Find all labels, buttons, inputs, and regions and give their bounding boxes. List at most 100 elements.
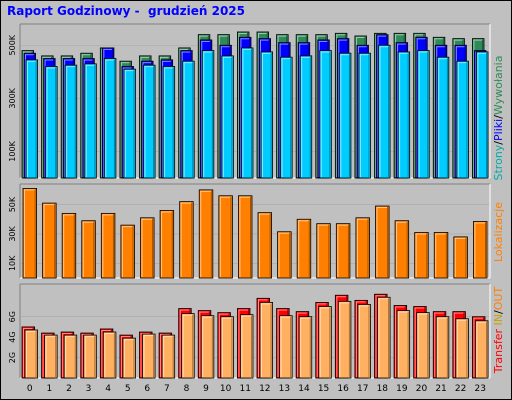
x-tick-label-8: 8 [184, 384, 190, 394]
y-tick-label-top-2: 500K [8, 34, 17, 55]
bar-pages-13 [280, 56, 293, 179]
bar-visits-9-face [198, 189, 214, 279]
bar-kbytes_in-16-face [337, 300, 352, 379]
bar-kbytes_in-7-face [161, 334, 176, 379]
plot-area-bottom [20, 284, 490, 378]
bar-pages-21 [436, 56, 450, 179]
bar-pages-21-face [436, 56, 450, 179]
bar-pages-13-face [280, 56, 293, 179]
bar-visits-2-face [61, 212, 77, 279]
bar-visits-4-face [100, 212, 116, 279]
bar-visits-5 [120, 224, 135, 279]
y-tick-label-middle-0: 10K [8, 255, 17, 271]
bar-pages-12 [260, 51, 273, 179]
bar-kbytes_in-12 [259, 301, 273, 379]
bar-visits-15-face [316, 223, 331, 279]
bar-pages-12-face [260, 51, 273, 179]
bar-visits-10 [218, 195, 233, 279]
bar-visits-20 [414, 232, 429, 279]
bar-kbytes_in-5 [122, 337, 136, 379]
bar-visits-19-face [394, 220, 410, 279]
bar-pages-23 [476, 51, 489, 179]
x-tick-label-11: 11 [239, 384, 250, 394]
y-tick-label-top-0: 100K [8, 140, 17, 161]
x-tick-label-1: 1 [47, 384, 53, 394]
bar-kbytes_in-22 [455, 318, 469, 379]
y-tick-label-top-1: 300K [8, 87, 17, 108]
bar-pages-0 [25, 59, 38, 179]
x-tick-label-5: 5 [125, 384, 131, 394]
bar-kbytes_in-19 [396, 310, 411, 379]
bar-pages-11 [241, 47, 254, 179]
side-label-top-part-4: Wywołania [492, 56, 505, 116]
bar-visits-10-face [218, 195, 233, 279]
bar-pages-3 [84, 63, 97, 179]
bar-pages-7-face [162, 66, 176, 179]
bar-kbytes_in-13-face [279, 315, 293, 379]
bar-kbytes_in-5-face [122, 337, 136, 379]
plot-area-top [20, 24, 490, 178]
bar-kbytes_in-18 [377, 296, 391, 379]
bar-visits-22-face [453, 236, 468, 279]
bar-visits-21 [433, 232, 449, 279]
bar-pages-0-face [25, 59, 38, 179]
bar-kbytes_in-11 [240, 314, 254, 379]
bar-visits-14 [296, 218, 312, 279]
bar-visits-12-face [257, 212, 272, 279]
bar-pages-6-face [143, 64, 156, 179]
bar-visits-7-face [159, 210, 175, 279]
bar-kbytes_in-21 [435, 316, 450, 379]
bar-pages-18 [378, 44, 391, 179]
bar-pages-18-face [378, 44, 391, 179]
x-tick-label-15: 15 [318, 384, 329, 394]
bar-kbytes_in-18-face [377, 296, 391, 379]
bar-pages-23-face [476, 51, 489, 179]
bar-visits-23 [473, 221, 488, 279]
bar-pages-16 [338, 52, 352, 179]
bar-pages-20-face [417, 50, 430, 179]
bar-kbytes_in-6-face [142, 333, 156, 379]
bar-visits-6 [140, 217, 155, 279]
bar-pages-10 [221, 55, 234, 179]
bar-visits-4 [100, 212, 116, 279]
bar-kbytes_in-10 [220, 316, 234, 379]
bar-pages-1 [45, 66, 58, 179]
side-label-top-part-1: / [492, 141, 505, 145]
bar-kbytes_in-9-face [200, 315, 215, 379]
x-tick-label-22: 22 [455, 384, 466, 394]
bar-kbytes_in-20 [416, 312, 430, 379]
bar-kbytes_in-8-face [181, 313, 195, 379]
x-tick-label-21: 21 [435, 384, 446, 394]
x-tick-label-6: 6 [144, 384, 150, 394]
y-tick-label-middle-1: 30K [8, 225, 17, 241]
bar-kbytes_in-1 [44, 334, 58, 379]
x-tick-label-17: 17 [357, 384, 368, 394]
x-tick-label-3: 3 [86, 384, 92, 394]
bar-visits-19 [394, 220, 410, 279]
bar-pages-8 [182, 60, 195, 179]
bar-pages-11-face [241, 47, 254, 179]
bar-visits-15 [316, 223, 331, 279]
bar-visits-23-face [473, 221, 488, 279]
bar-kbytes_in-15 [318, 306, 332, 379]
bar-pages-10-face [221, 55, 234, 179]
bar-kbytes_in-17 [357, 304, 371, 379]
bar-visits-0 [22, 188, 37, 279]
bar-kbytes_in-15-face [318, 306, 332, 379]
bar-kbytes_in-2-face [63, 334, 78, 379]
bar-visits-21-face [433, 232, 449, 279]
x-tick-label-9: 9 [203, 384, 209, 394]
side-label-top-part-2: Pliki [492, 119, 505, 141]
bar-visits-1 [42, 202, 57, 279]
bar-pages-20 [417, 50, 430, 179]
x-tick-label-7: 7 [164, 384, 170, 394]
bar-kbytes_in-17-face [357, 304, 371, 379]
bar-kbytes_in-23 [475, 320, 489, 379]
bar-visits-8 [179, 201, 194, 279]
bar-pages-15 [319, 50, 332, 179]
side-label-top-part-0: Strony [492, 144, 505, 180]
bar-kbytes_in-4 [102, 331, 117, 379]
bar-kbytes_in-12-face [259, 301, 273, 379]
bar-visits-11 [238, 195, 253, 279]
bar-visits-14-face [296, 218, 312, 279]
